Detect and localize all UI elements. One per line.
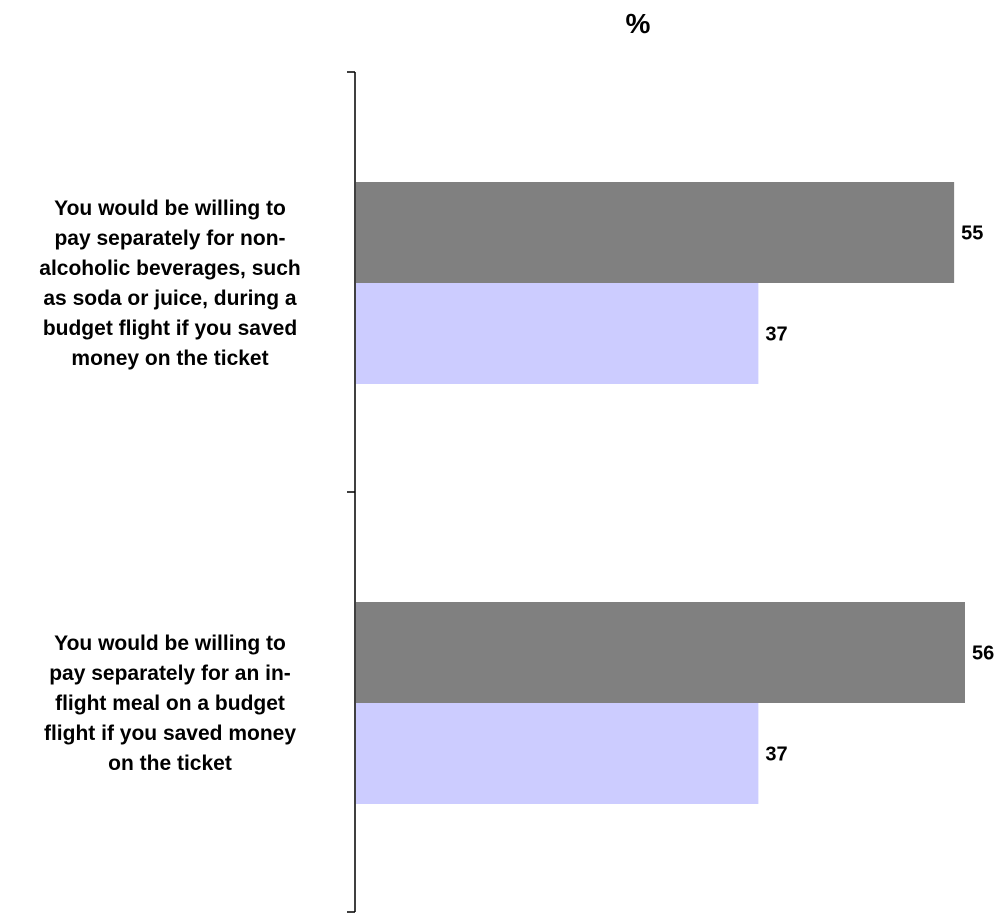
category-label-line: budget flight if you saved — [43, 317, 297, 340]
bar-series-1-category-2 — [356, 602, 965, 703]
labels: 55 37 You would be willing to pay separatel… — [39, 197, 994, 775]
category-label-line: flight meal on a budget — [55, 692, 285, 715]
data-label: 55 — [961, 223, 983, 245]
category-label-line: flight if you saved money — [44, 722, 296, 745]
bars — [356, 182, 965, 804]
category-label-line: on the ticket — [108, 752, 232, 775]
bar-series-2-category-1 — [356, 283, 759, 384]
category-label-line: money on the ticket — [71, 347, 268, 370]
bar-series-1-category-1 — [356, 182, 955, 283]
category-label-line: alcoholic beverages, such — [39, 257, 300, 280]
chart-title: % — [626, 8, 651, 39]
category-label-line: You would be willing to — [54, 197, 286, 220]
category-label-line: as soda or juice, during a — [43, 287, 297, 310]
data-label: 37 — [765, 324, 787, 346]
category-label-line: pay separately for an in- — [49, 662, 291, 685]
category-axis — [347, 71, 356, 913]
data-label: 56 — [972, 643, 994, 665]
bar-series-2-category-2 — [356, 703, 759, 804]
data-label: 37 — [765, 744, 787, 766]
category-label-line: pay separately for non- — [54, 227, 285, 250]
category-label-line: You would be willing to — [54, 632, 286, 655]
